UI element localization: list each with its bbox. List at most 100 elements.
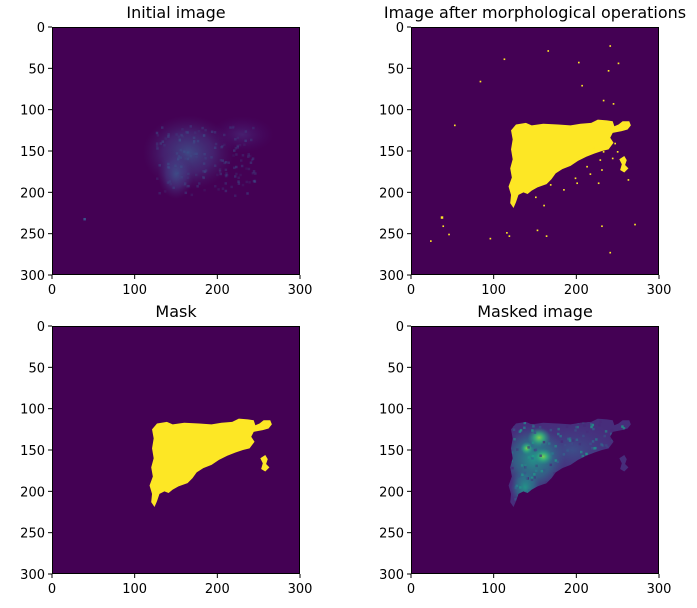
noise-pixel [184, 157, 187, 160]
noise-pixel [252, 126, 255, 130]
noise-pixel [161, 140, 165, 143]
y-tick-label: 300 [379, 568, 404, 583]
noise-pixel [156, 134, 160, 137]
intensity-pixel [610, 428, 614, 432]
noise-pixel [247, 155, 250, 158]
noise-pixel [239, 159, 243, 162]
intensity-pixel [600, 442, 603, 446]
noise-pixel [183, 183, 186, 187]
intensity-pixel [595, 438, 598, 441]
intensity-pixel [591, 440, 595, 443]
noise-pixel [235, 153, 238, 156]
noise-pixel [219, 158, 223, 162]
noise-pixel [239, 173, 242, 177]
noise-pixel [237, 176, 240, 179]
intensity-pixel [604, 430, 608, 433]
intensity-pixel [583, 424, 586, 427]
intensity-pixel [582, 434, 585, 438]
speckle-pixel [597, 182, 600, 185]
intensity-pixel [600, 443, 604, 447]
y-tick-label: 300 [20, 269, 45, 284]
intensity-pixel [551, 452, 554, 455]
noise-pixel [192, 136, 196, 140]
noise-pixel [201, 175, 205, 179]
noise-pixel [221, 159, 225, 162]
noise-pixel [83, 217, 86, 221]
y-tick-label: 250 [379, 228, 404, 243]
intensity-pixel [622, 427, 626, 430]
noise-pixel [233, 166, 236, 170]
y-tick-label: 100 [20, 104, 45, 119]
intensity-pixel [557, 427, 560, 431]
speckle-pixel [599, 159, 602, 161]
noise-pixel [180, 175, 183, 179]
noise-pixel [225, 173, 229, 177]
y-tick-label: 250 [20, 527, 45, 542]
speckle-pixel [536, 229, 539, 232]
noise-pixel [220, 145, 223, 149]
noise-pixel [214, 184, 217, 188]
intensity-pixel [590, 423, 593, 426]
noise-pixel [189, 155, 193, 158]
intensity-pixel [568, 437, 572, 440]
axes-frame [411, 326, 659, 574]
intensity-pixel [603, 434, 606, 438]
panel-title: Initial image [126, 3, 225, 22]
intensity-pixel [542, 440, 546, 444]
image-content [83, 115, 274, 221]
x-tick-label: 300 [647, 283, 672, 298]
intensity-pixel [530, 476, 534, 480]
noise-pixel [193, 140, 196, 143]
noise-pixel [163, 190, 167, 193]
noise-pixel [221, 145, 224, 148]
intensity-pixel [581, 454, 585, 458]
intensity-pixel [554, 444, 557, 448]
intensity-pixel [517, 474, 521, 478]
y-tick-label: 250 [379, 527, 404, 542]
intensity-pixel [527, 489, 531, 492]
noise-pixel [166, 181, 170, 184]
noise-pixel [174, 164, 177, 168]
speckle-pixel [448, 233, 450, 236]
noise-pixel [248, 181, 251, 184]
noise-pixel [201, 126, 204, 130]
speckle-pixel [489, 237, 492, 240]
faint-blob [157, 149, 195, 199]
intensity-pixel [519, 429, 523, 432]
noise-pixel [248, 154, 252, 158]
speckle-pixel [535, 196, 537, 199]
noise-pixel [195, 155, 198, 159]
intensity-pixel [556, 460, 559, 464]
y-tick-label: 150 [379, 145, 404, 160]
bright-spot [520, 441, 534, 455]
noise-pixel [244, 139, 247, 143]
speckle-pixel [602, 99, 605, 102]
y-tick-label: 150 [379, 444, 404, 459]
noise-pixel [237, 182, 241, 185]
noise-pixel [186, 151, 189, 154]
noise-pixel [168, 180, 172, 183]
intensity-pixel [565, 425, 569, 428]
intensity-pixel [516, 448, 519, 451]
bright-spot [533, 448, 554, 465]
noise-pixel [217, 188, 220, 191]
noise-pixel [210, 156, 213, 159]
noise-pixel [177, 157, 180, 161]
intensity-pixel [570, 442, 574, 445]
speckle-pixel [602, 151, 605, 153]
intensity-pixel [591, 447, 594, 450]
noise-pixel [176, 158, 180, 161]
axes-frame [52, 326, 300, 574]
intensity-pixel [512, 428, 516, 432]
noise-pixel [167, 166, 171, 169]
intensity-pixel [549, 428, 553, 432]
noise-pixel [213, 164, 217, 167]
x-tick-label: 300 [647, 582, 672, 597]
intensity-pixel [527, 446, 530, 449]
intensity-pixel [510, 451, 514, 454]
noise-pixel [238, 143, 242, 147]
intensity-pixel [571, 439, 575, 442]
intensity-pixel [533, 431, 537, 434]
intensity-pixel [557, 432, 560, 436]
